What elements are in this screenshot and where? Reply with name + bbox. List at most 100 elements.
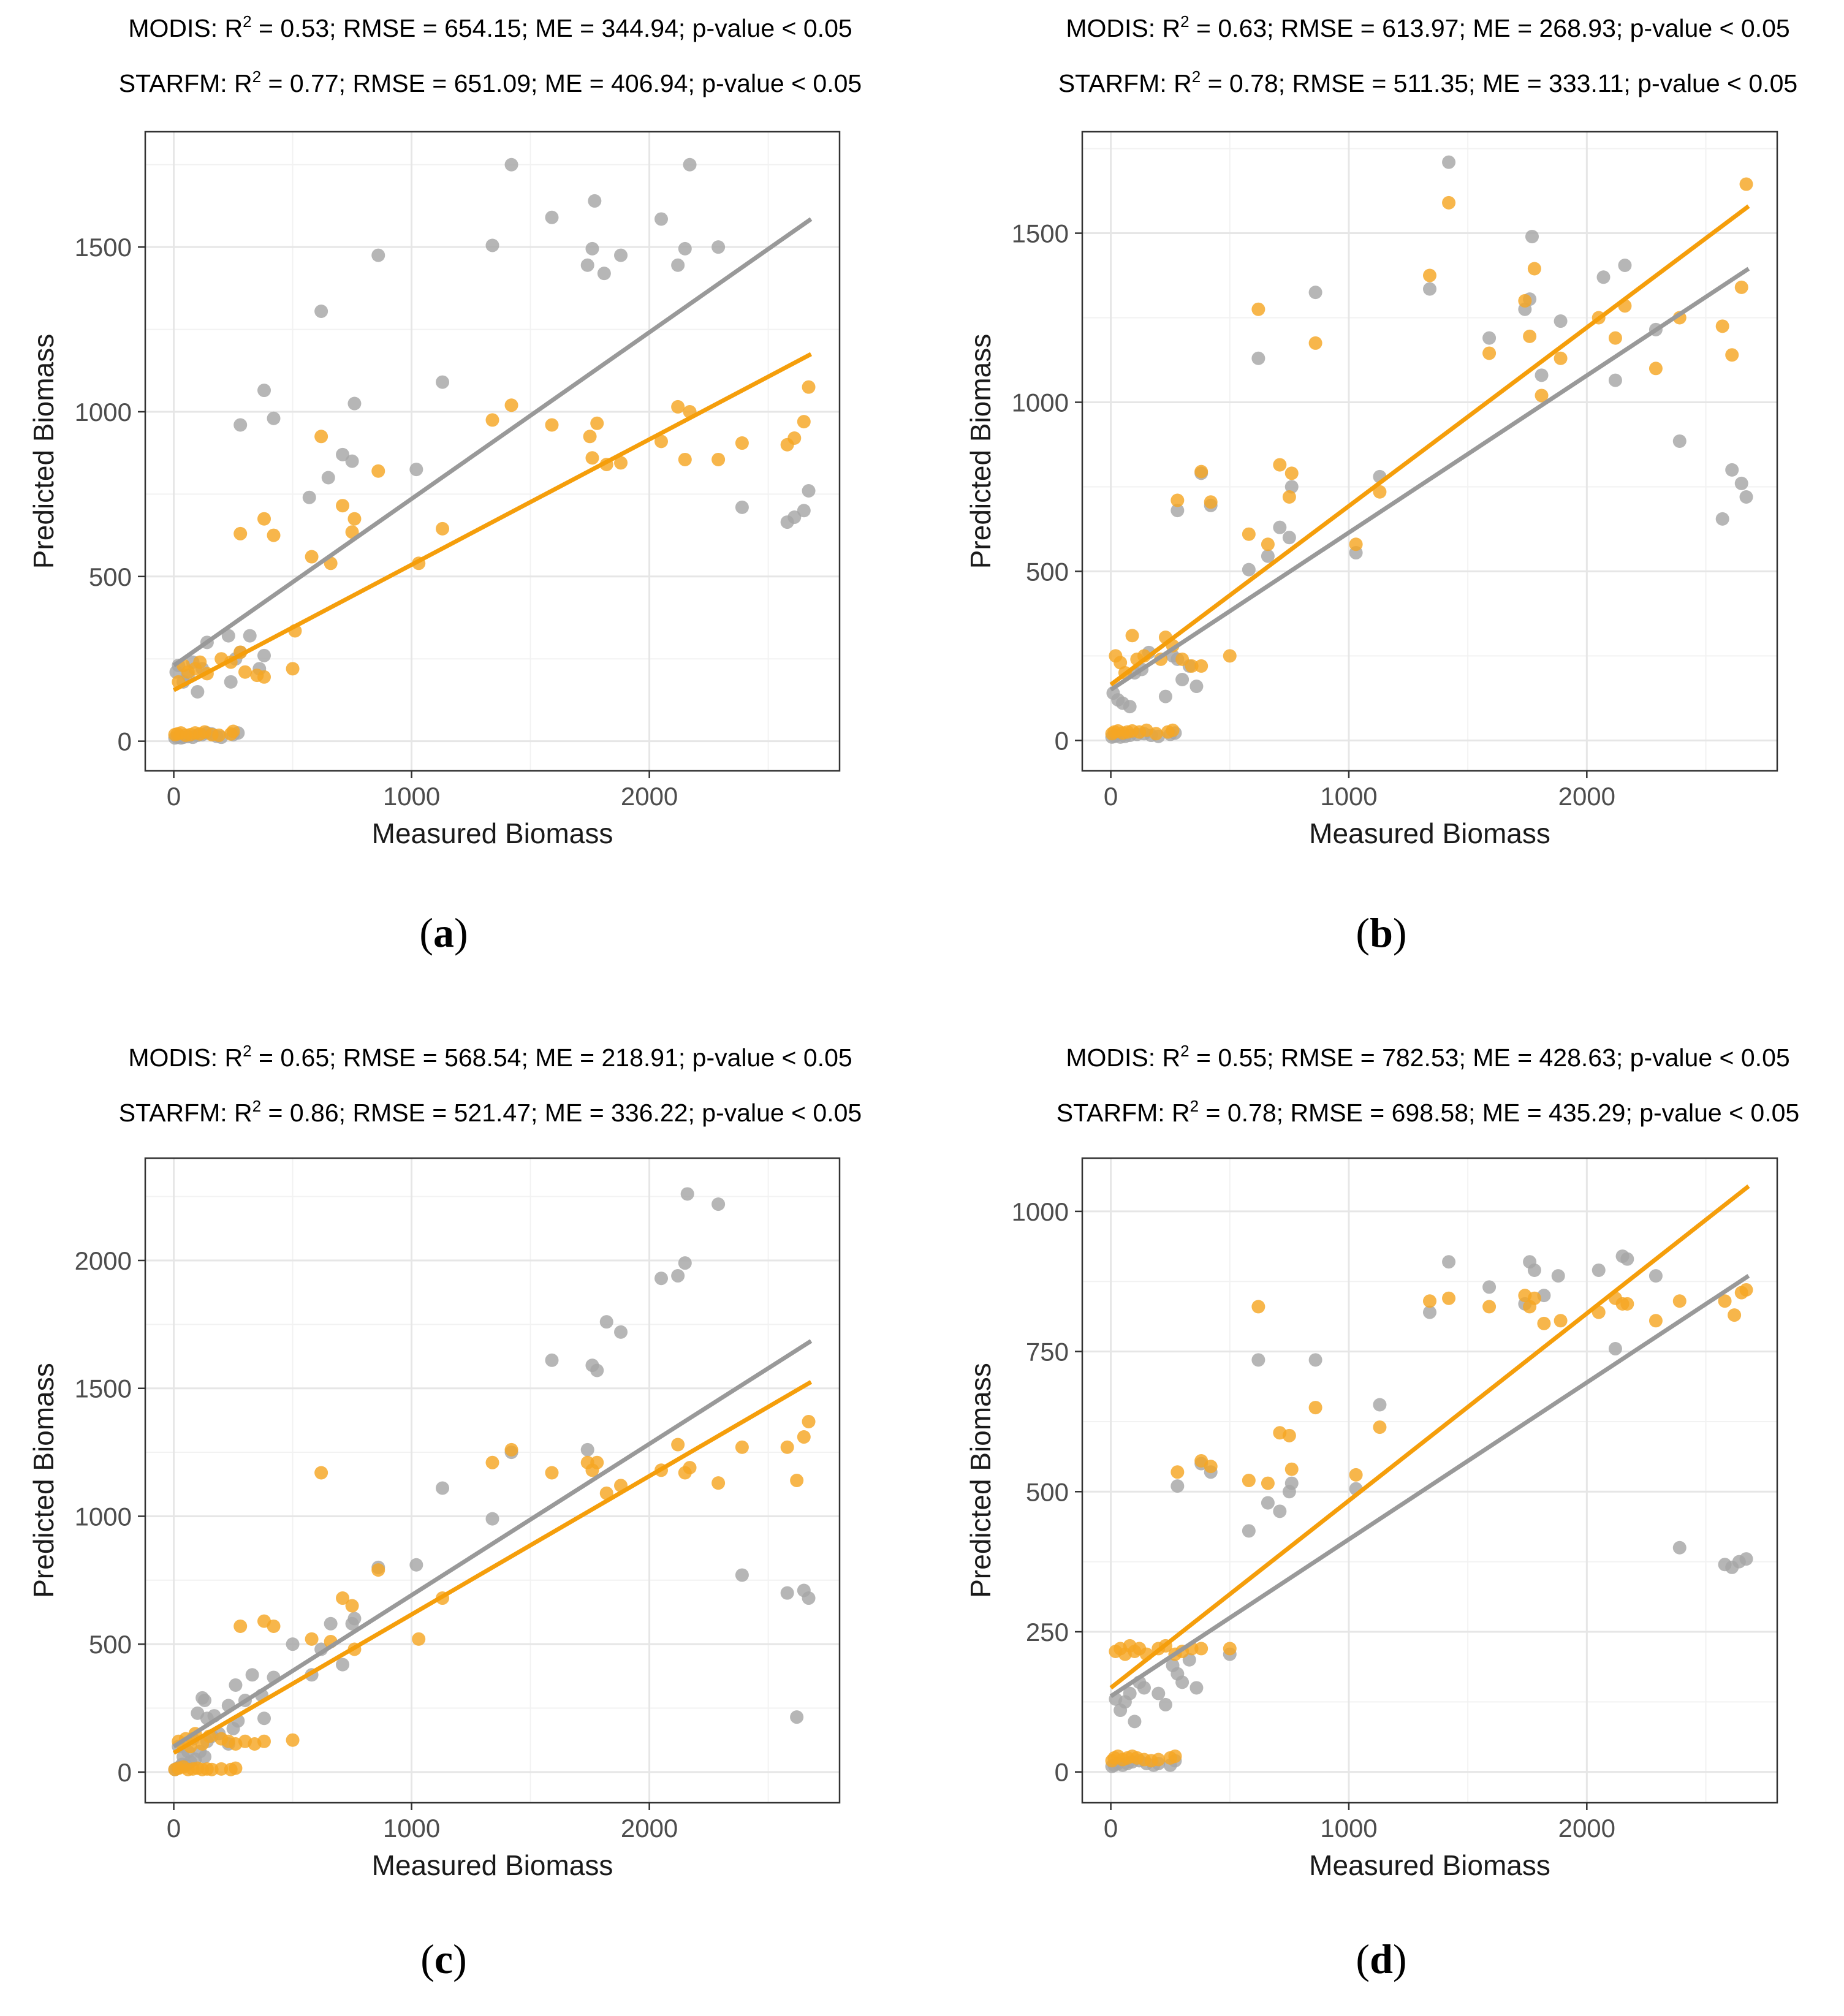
- modis-point: [711, 240, 726, 254]
- x-tick-label: 0: [1104, 782, 1118, 811]
- starfm-point: [1166, 723, 1180, 737]
- y-tick-label: 0: [118, 1758, 132, 1787]
- modis-regression-line: [1109, 1274, 1750, 1699]
- starfm-point: [1554, 1314, 1568, 1328]
- starfm-point: [1349, 1468, 1363, 1482]
- modis-point: [1171, 1479, 1185, 1493]
- starfm-point: [1649, 362, 1663, 376]
- starfm-point: [1284, 1462, 1299, 1476]
- modis-point: [1261, 1496, 1275, 1510]
- starfm-point: [504, 398, 518, 412]
- modis-point: [257, 1711, 271, 1726]
- modis-point: [780, 1586, 794, 1600]
- modis-point: [678, 241, 692, 256]
- panel-label-a: (a): [419, 909, 468, 956]
- y-tick-label: 1000: [1012, 1197, 1069, 1226]
- plot-border: [144, 131, 841, 772]
- y-tick-label: 1000: [1012, 388, 1069, 417]
- starfm-point: [583, 430, 597, 444]
- plot-background: [145, 1158, 840, 1803]
- starfm-point: [1242, 527, 1256, 541]
- starfm-point: [1242, 1474, 1256, 1487]
- modis-point: [1158, 689, 1172, 703]
- modis-point: [545, 1353, 559, 1367]
- starfm-point: [1282, 1428, 1296, 1442]
- modis-point: [1482, 1280, 1497, 1294]
- starfm-point: [1527, 262, 1541, 276]
- modis-point: [1158, 1697, 1172, 1711]
- starfm-point: [1523, 329, 1537, 343]
- modis-point: [1608, 373, 1622, 387]
- y-axis-label: Predicted Biomass: [28, 334, 59, 569]
- starfm-point: [286, 1733, 300, 1747]
- starfm-point: [345, 525, 359, 539]
- modis-point: [245, 1668, 259, 1682]
- modis-point: [580, 258, 594, 272]
- scatter-panel-d: MODIS: R2 = 0.55; RMSE = 782.53; ME = 42…: [965, 1042, 1799, 1982]
- modis-point: [1739, 1552, 1753, 1566]
- starfm-point: [1620, 1297, 1634, 1311]
- starfm-point: [238, 665, 252, 679]
- starfm-point: [1535, 388, 1549, 403]
- starfm-point: [590, 416, 604, 430]
- modis-point: [321, 471, 335, 485]
- starfm-point: [371, 464, 385, 478]
- starfm-point: [212, 728, 226, 742]
- y-tick-label: 2000: [75, 1246, 132, 1275]
- modis-point: [436, 1481, 450, 1495]
- scatter-panel-b: MODIS: R2 = 0.63; RMSE = 613.97; ME = 26…: [965, 12, 1797, 956]
- modis-point: [347, 396, 362, 411]
- starfm-point: [671, 400, 685, 414]
- modis-point: [436, 375, 450, 389]
- modis-point: [1175, 673, 1189, 686]
- modis-point: [345, 454, 359, 468]
- y-tick-label: 1000: [75, 1502, 132, 1531]
- modis-regression-line: [1109, 267, 1750, 692]
- starfm-point: [336, 1591, 350, 1605]
- starfm-point: [654, 434, 668, 449]
- modis-point: [1284, 1476, 1299, 1490]
- starfm-point: [1373, 1420, 1387, 1434]
- modis-point: [1373, 1398, 1387, 1412]
- starfm-point: [711, 452, 726, 466]
- starfm-point: [1715, 319, 1729, 333]
- modis-point: [671, 258, 685, 272]
- starfm-point: [1308, 336, 1322, 350]
- modis-point: [597, 267, 611, 281]
- starfm-point: [233, 526, 248, 540]
- x-tick-label: 1000: [383, 782, 440, 811]
- starfm-point: [305, 1632, 319, 1646]
- starfm-regression-line: [1109, 1184, 1750, 1690]
- scatter-panel-c: MODIS: R2 = 0.65; RMSE = 568.54; ME = 21…: [28, 1042, 862, 1982]
- panel-label-d: (d): [1356, 1936, 1406, 1982]
- starfm-point: [1171, 493, 1185, 507]
- starfm-point: [1251, 1300, 1265, 1314]
- y-axis-label: Predicted Biomass: [965, 334, 996, 569]
- modis-regression-line: [172, 217, 813, 667]
- modis-point: [1251, 1353, 1265, 1367]
- modis-point: [1261, 549, 1275, 563]
- modis-point: [1734, 476, 1748, 490]
- modis-point: [1739, 490, 1753, 504]
- modis-point: [683, 157, 697, 172]
- modis-point: [286, 1637, 300, 1651]
- starfm-point: [1739, 177, 1753, 191]
- modis-stats-a: MODIS: R2 = 0.53; RMSE = 654.15; ME = 34…: [128, 12, 852, 42]
- y-tick-label: 500: [1026, 557, 1069, 586]
- starfm-point: [802, 380, 816, 394]
- modis-point: [585, 241, 599, 256]
- x-tick-label: 1000: [383, 1814, 440, 1843]
- modis-point: [1273, 1504, 1287, 1518]
- starfm-point: [205, 1762, 219, 1776]
- starfm-regression-line: [1109, 204, 1750, 687]
- modis-point: [198, 1749, 212, 1764]
- starfm-point: [1518, 294, 1532, 308]
- starfm-point: [711, 1476, 726, 1490]
- y-axis-label: Predicted Biomass: [965, 1363, 996, 1598]
- starfm-point: [1423, 268, 1436, 282]
- starfm-stats-d: STARFM: R2 = 0.78; RMSE = 698.58; ME = 4…: [1057, 1097, 1799, 1127]
- modis-point: [790, 1710, 804, 1724]
- starfm-point: [371, 1563, 385, 1577]
- starfm-point: [1223, 649, 1237, 663]
